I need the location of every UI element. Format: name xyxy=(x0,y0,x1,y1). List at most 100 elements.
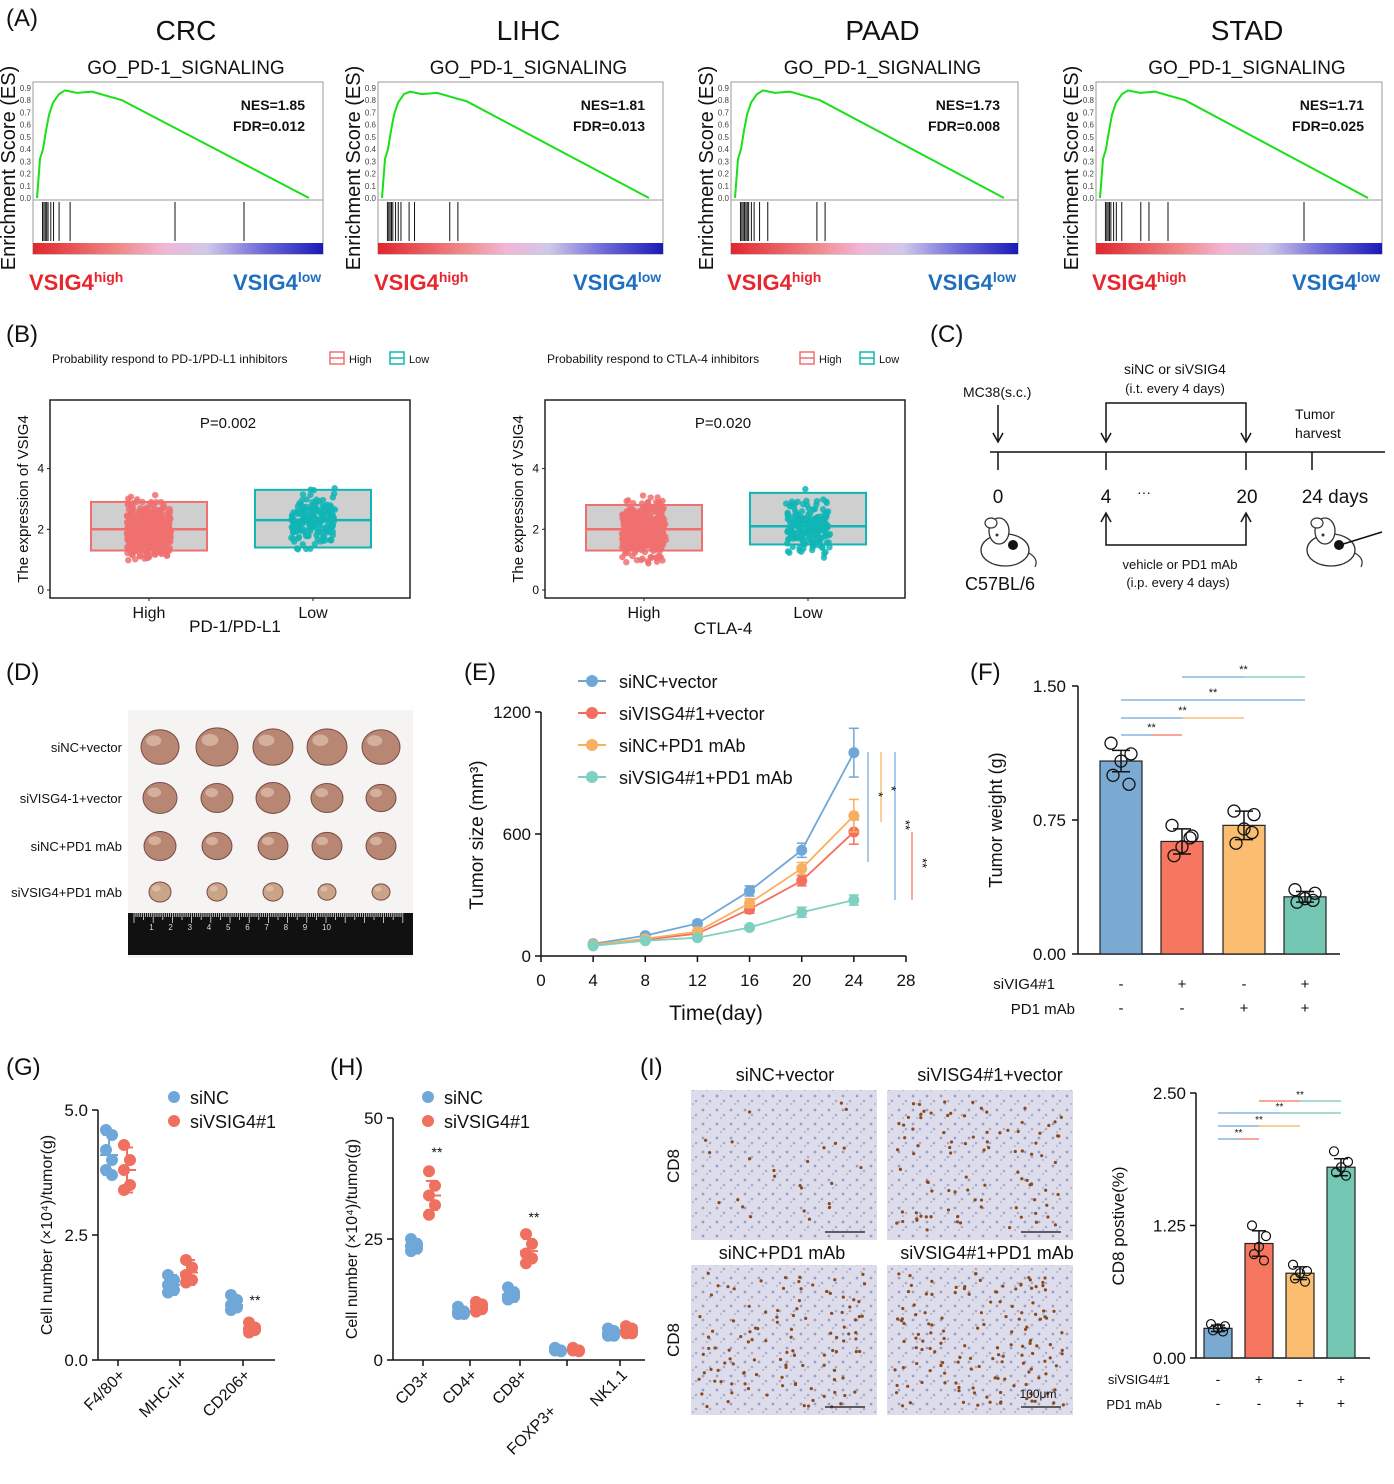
data-point xyxy=(796,844,808,856)
data-point xyxy=(633,556,641,564)
cd8-stain xyxy=(780,1384,785,1388)
cd8-stain xyxy=(713,1346,717,1350)
cd8-stain xyxy=(754,1372,759,1377)
timeline-label: 4 xyxy=(1101,487,1112,508)
data-point xyxy=(143,530,150,537)
cd8-stain xyxy=(895,1383,899,1388)
cd8-stain xyxy=(930,1189,934,1193)
cd8-stain xyxy=(1061,1403,1065,1407)
data-point xyxy=(166,508,174,516)
sig-label: ** xyxy=(1209,687,1218,699)
cd8-stain xyxy=(985,1140,989,1144)
data-point xyxy=(642,522,650,530)
gsea-ytick: 0.7 xyxy=(365,108,377,117)
tumor-highlight xyxy=(206,836,218,846)
cd8-stain xyxy=(739,1334,743,1339)
ytick: 4 xyxy=(532,462,539,476)
cd8-stain xyxy=(925,1180,929,1184)
data-point xyxy=(821,550,828,557)
cd8-stain xyxy=(709,1293,714,1297)
cd8-stain xyxy=(929,1111,933,1115)
data-point xyxy=(811,515,818,522)
data-point xyxy=(311,540,319,548)
cd8-stain xyxy=(987,1145,991,1150)
cd8-stain xyxy=(915,1361,919,1366)
cd8-stain xyxy=(979,1205,983,1209)
vsig4-low-label: VSIG4low xyxy=(1292,269,1380,295)
data-point xyxy=(1289,1273,1301,1284)
cell-number-ylabel: Cell number (×10⁴)/tumor(g) xyxy=(344,1139,361,1339)
sig-label: ** xyxy=(1296,1090,1304,1101)
gsea-ytick: 0.4 xyxy=(365,145,377,154)
treatment-sign: - xyxy=(1119,1000,1124,1017)
cd8-stain xyxy=(956,1214,960,1219)
data-point xyxy=(786,549,793,556)
cd8-stain xyxy=(1000,1360,1004,1364)
xtick: MHC-II+ xyxy=(136,1367,190,1421)
data-point xyxy=(657,532,665,540)
treatment-sign: - xyxy=(1298,1371,1303,1387)
ytick: 2.50 xyxy=(1153,1084,1186,1103)
ytick: 1.50 xyxy=(1033,677,1066,696)
vehicle-label: vehicle or PD1 mAb xyxy=(1123,557,1238,572)
cd8-stain xyxy=(785,1350,789,1354)
vsig4-low-label: VSIG4low xyxy=(573,269,661,295)
data-point xyxy=(157,498,165,506)
cd8-stain xyxy=(748,1215,753,1219)
data-point xyxy=(1287,1259,1299,1270)
bar xyxy=(1283,896,1327,955)
mouse-tail xyxy=(1028,552,1037,568)
ihc-title: siVSIG4#1+PD1 mAb xyxy=(900,1243,1074,1263)
gsea-ytick: 0.0 xyxy=(365,194,377,203)
cd8-stain xyxy=(840,1310,844,1315)
tumor-row-label: siVISG4-1+vector xyxy=(20,791,123,806)
arrowhead xyxy=(1100,432,1112,444)
cd8-stain xyxy=(829,1331,833,1335)
cd8-stain xyxy=(924,1292,928,1296)
data-point xyxy=(644,498,652,506)
ihc-image xyxy=(887,1265,1073,1415)
cd8-stain xyxy=(1045,1203,1049,1207)
data-point xyxy=(1298,891,1312,906)
cd8-stain xyxy=(901,1219,905,1224)
boxplot-panel: Probability respond to CTLA-4 inhibitors… xyxy=(510,351,906,638)
cd8-stain xyxy=(896,1317,900,1321)
data-point xyxy=(296,522,304,529)
data-point xyxy=(331,484,338,492)
fdr-value: FDR=0.012 xyxy=(233,118,305,134)
sig-label: * xyxy=(871,792,886,797)
data-point xyxy=(180,1276,192,1289)
fdr-value: FDR=0.025 xyxy=(1292,118,1364,134)
gsea-ytick: 0.5 xyxy=(1083,133,1095,142)
series-1 xyxy=(587,819,860,951)
data-point xyxy=(796,863,808,875)
gsea-ytick: 0.5 xyxy=(365,133,377,142)
cd8-stain xyxy=(912,1152,916,1156)
vsig4-high-label: VSIG4high xyxy=(29,269,123,295)
data-point xyxy=(159,504,167,511)
cd8-row-label: CD8 xyxy=(664,1149,683,1183)
sig-label: ** xyxy=(1235,1128,1243,1139)
cd8-stain xyxy=(860,1314,864,1318)
cd8-stain xyxy=(919,1116,923,1120)
xtick: FOXP3+ xyxy=(504,1403,560,1459)
cd8-stain xyxy=(1023,1106,1027,1110)
sig-label: ** xyxy=(1239,664,1248,676)
data-point xyxy=(1248,1249,1260,1260)
panel-label: (I) xyxy=(640,1054,663,1081)
data-point xyxy=(520,1228,532,1241)
data-point xyxy=(163,552,171,559)
data-point xyxy=(1308,886,1322,900)
tumor-highlight xyxy=(370,788,382,798)
cd8-stain xyxy=(1028,1278,1032,1282)
cd8-stain xyxy=(902,1123,906,1127)
legend-marker xyxy=(586,771,598,783)
gsea-ytick: 0.1 xyxy=(365,182,377,191)
gsea-ytick: 0.7 xyxy=(1083,108,1095,117)
data-point xyxy=(1253,1241,1265,1252)
cd8-stain xyxy=(1012,1384,1016,1388)
cd8-stain xyxy=(1030,1152,1034,1156)
panel-label: (D) xyxy=(6,659,39,686)
series-line xyxy=(593,831,855,946)
tumor-specimen xyxy=(317,883,337,901)
